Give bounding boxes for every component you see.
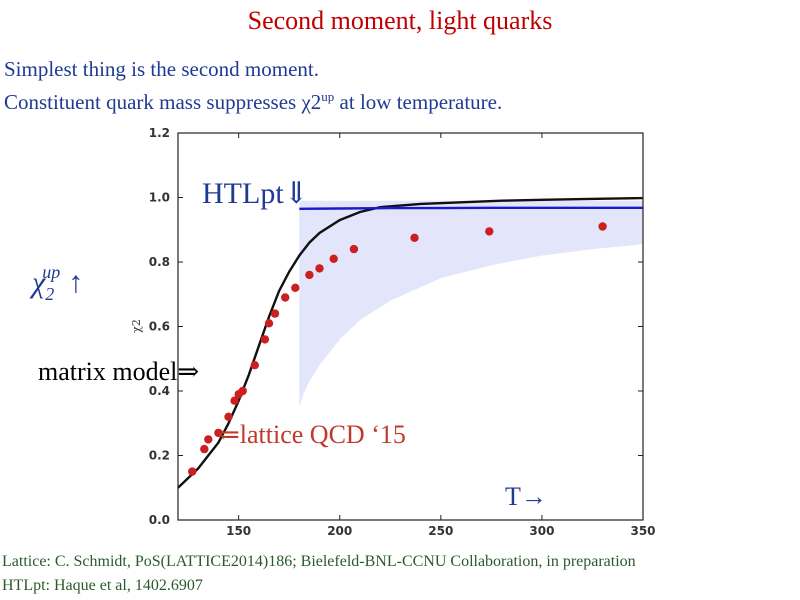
intro-line-2-post: at low temperature. [334, 90, 503, 114]
lattice-point [410, 233, 419, 242]
lattice-point [200, 444, 209, 454]
lattice-point [329, 254, 338, 263]
lattice-point [349, 244, 359, 254]
lattice-point [250, 361, 259, 370]
lattice-point [598, 222, 607, 231]
chi-symbol: χ [32, 266, 46, 299]
x-tick-label: 300 [529, 524, 554, 538]
x-tick-label: 250 [428, 524, 453, 538]
lattice-point [230, 396, 239, 405]
lattice-point [281, 293, 290, 302]
intro-line-2-sup: up [321, 89, 335, 104]
lattice-point [204, 435, 213, 444]
x-tick-label: 350 [630, 524, 655, 538]
y-axis-label: χ2 [130, 319, 143, 333]
chi2-up-annotation: χ2up ↑ [32, 262, 83, 305]
chi-superscript: up [42, 262, 61, 282]
intro-line-2-pre: Constituent quark mass suppresses χ2 [4, 90, 322, 114]
lattice-point [291, 283, 300, 292]
x-tick-label: 200 [327, 524, 352, 538]
lattice-point [264, 319, 274, 328]
y-tick-label: 0.2 [149, 449, 170, 463]
matrix-model-annotation: matrix model⇒ [38, 357, 200, 386]
footer-line-2: HTLpt: Haque et al, 1402.6907 [2, 577, 203, 594]
lattice-point [315, 264, 324, 273]
lattice-point [305, 270, 314, 280]
y-tick-label: 1.0 [149, 191, 170, 205]
x-tick-label: 150 [226, 524, 251, 538]
y-tick-label: 1.2 [149, 126, 170, 140]
lattice-point [214, 428, 223, 438]
temperature-axis-annotation: T→ [505, 482, 547, 511]
up-arrow: ↑ [68, 266, 84, 299]
lattice-point [238, 386, 247, 396]
y-tick-label: 0.6 [149, 320, 170, 334]
lattice-point [260, 335, 270, 344]
footer-line-1: Lattice: C. Schmidt, PoS(LATTICE2014)186… [2, 553, 636, 570]
y-tick-label: 0.4 [149, 384, 170, 398]
htlpt-annotation: HTLpt⇓ [202, 177, 309, 210]
intro-line-1: Simplest thing is the second moment. [4, 57, 319, 81]
footer-references: Lattice: C. Schmidt, PoS(LATTICE2014)186… [2, 550, 636, 598]
lattice-point [224, 412, 233, 421]
intro-line-2: Constituent quark mass suppresses χ2up a… [4, 83, 502, 116]
slide-title: Second moment, light quarks [247, 6, 553, 35]
lattice-point [188, 467, 197, 476]
chi-subscript: 2 [45, 284, 55, 304]
intro-text: Simplest thing is the second moment. Con… [4, 55, 502, 116]
lattice-point [485, 227, 494, 236]
lattice-point [270, 309, 280, 318]
matrix-model-curve [178, 196, 643, 489]
y-tick-label: 0.8 [149, 255, 170, 269]
y-tick-label: 0.0 [149, 513, 170, 527]
htlpt-line [299, 206, 643, 210]
htlpt-uncertainty-band [299, 200, 643, 408]
lattice-annotation: ⇐lattice QCD ‘15 [218, 420, 406, 449]
